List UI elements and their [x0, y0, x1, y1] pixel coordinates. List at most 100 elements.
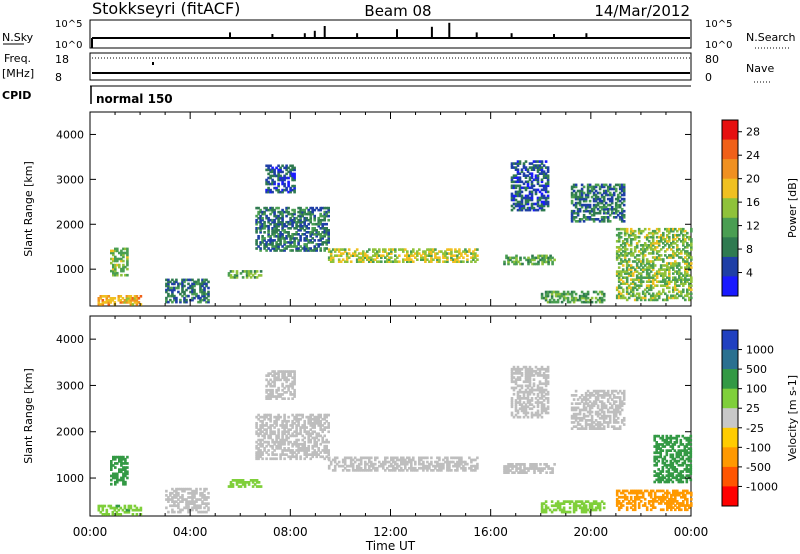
data-cell [287, 415, 290, 419]
data-cell [400, 469, 403, 472]
scatter-region [570, 389, 626, 430]
data-cell [600, 296, 604, 300]
data-cell [293, 212, 296, 216]
data-cell [460, 466, 463, 470]
data-cell [588, 189, 592, 193]
data-cell [682, 260, 685, 263]
data-cell [544, 376, 548, 379]
data-cell [592, 421, 596, 424]
data-cell [265, 190, 268, 194]
data-cell [305, 243, 308, 246]
data-cell [633, 233, 637, 237]
data-cell [542, 405, 546, 409]
data-cell [122, 480, 125, 484]
data-cell [309, 218, 312, 222]
data-cell [616, 391, 620, 395]
data-cell [526, 372, 530, 375]
data-cell [540, 208, 544, 212]
data-cell [686, 280, 689, 283]
data-cell [359, 462, 363, 466]
data-cell [686, 260, 689, 263]
data-cell [99, 297, 103, 300]
data-cell [584, 398, 588, 401]
data-cell [285, 220, 288, 224]
data-cell [684, 489, 687, 493]
data-cell [323, 206, 326, 210]
data-cell [552, 300, 556, 304]
data-cell [610, 207, 614, 211]
data-cell [610, 391, 614, 395]
data-cell [653, 470, 656, 473]
data-cell [114, 265, 117, 269]
data-cell [633, 282, 637, 285]
data-cell [259, 224, 262, 228]
data-cell [606, 185, 610, 189]
data-cell [690, 280, 693, 283]
data-cell [520, 372, 524, 375]
data-cell [129, 506, 133, 510]
data-cell [311, 227, 314, 230]
data-cell [670, 229, 673, 233]
data-cell [197, 300, 200, 304]
data-cell [546, 399, 550, 402]
data-cell [207, 506, 210, 510]
data-cell [193, 290, 196, 294]
data-cell [592, 508, 596, 512]
data-cell [544, 174, 548, 177]
data-cell [514, 194, 518, 198]
data-cell [625, 298, 629, 302]
data-cell [659, 455, 662, 459]
data-cell [544, 292, 548, 296]
data-cell [524, 403, 528, 406]
data-cell [279, 220, 282, 224]
data-cell [570, 394, 574, 397]
data-cell [323, 235, 326, 238]
data-cell [122, 263, 125, 267]
data-cell [462, 256, 465, 259]
data-cell [297, 419, 300, 423]
data-cell [333, 250, 337, 253]
data-cell [291, 451, 294, 454]
data-cell [668, 500, 671, 503]
data-cell [641, 229, 645, 233]
data-cell [674, 227, 677, 231]
data-cell [512, 194, 516, 198]
data-cell [672, 491, 675, 495]
data-cell [119, 299, 123, 302]
data-cell [582, 216, 586, 219]
data-cell [664, 250, 667, 253]
data-cell [185, 300, 188, 304]
data-cell [390, 248, 393, 251]
data-cell [124, 470, 127, 474]
data-cell [618, 187, 622, 191]
data-cell [544, 166, 548, 169]
data-cell [570, 191, 574, 195]
data-cell [281, 180, 284, 184]
data-cell [590, 404, 594, 408]
data-cell [319, 428, 322, 431]
data-cell [420, 258, 423, 261]
data-cell [647, 274, 651, 277]
data-cell [394, 456, 397, 460]
data-cell [657, 240, 661, 243]
data-cell [257, 485, 261, 488]
data-cell [546, 178, 550, 182]
data-cell [576, 402, 580, 405]
data-cell [261, 239, 264, 242]
data-cell [115, 513, 119, 516]
data-cell [676, 262, 679, 265]
data-cell [299, 206, 302, 210]
data-cell [275, 227, 278, 230]
data-cell [307, 239, 310, 242]
data-cell [335, 254, 339, 257]
data-cell [442, 462, 445, 466]
data-cell [364, 456, 367, 460]
data-cell [546, 166, 550, 169]
data-cell [534, 388, 538, 392]
data-cell [637, 266, 641, 269]
data-cell [295, 415, 298, 419]
data-cell [181, 280, 184, 284]
data-cell [590, 402, 594, 405]
data-cell [629, 229, 633, 233]
data-cell [647, 288, 651, 292]
